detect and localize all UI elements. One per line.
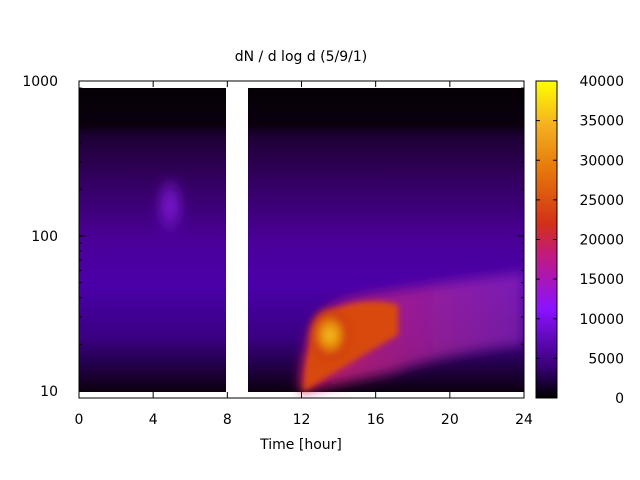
y-axis: 10 100 1000 bbox=[22, 74, 524, 400]
x-axis: 0 4 8 12 16 20 24 bbox=[75, 81, 533, 428]
colorbar-axis: 0 5000 10000 15000 20000 25000 30000 35000 40000 bbox=[536, 74, 624, 407]
heatmap-area bbox=[79, 81, 524, 398]
y-tick-label: 100 bbox=[31, 229, 58, 245]
colorbar-tick-label: 5000 bbox=[588, 351, 624, 367]
colorbar-tick-label: 30000 bbox=[579, 153, 624, 169]
colorbar-tick-label: 10000 bbox=[579, 312, 624, 328]
x-tick-label: 8 bbox=[223, 412, 232, 428]
colorbar-tick-label: 25000 bbox=[579, 193, 624, 209]
large-particle-blob bbox=[156, 173, 184, 237]
peak-hotspot bbox=[306, 305, 354, 365]
x-tick-label: 20 bbox=[441, 412, 459, 428]
colorbar-tick-label: 40000 bbox=[579, 74, 624, 90]
x-tick-label: 12 bbox=[293, 412, 311, 428]
y-tick-label: 1000 bbox=[22, 74, 58, 90]
x-tick-label: 4 bbox=[149, 412, 158, 428]
colorbar-tick-label: 15000 bbox=[579, 272, 624, 288]
y-tick-label: 10 bbox=[40, 384, 58, 400]
x-tick-label: 24 bbox=[515, 412, 533, 428]
x-tick-label: 16 bbox=[367, 412, 385, 428]
colorbar-tick-label: 35000 bbox=[579, 114, 624, 130]
colorbar-tick-label: 0 bbox=[615, 391, 624, 407]
x-axis-label: Time [hour] bbox=[259, 437, 342, 453]
chart-title: dN / d log d (5/9/1) bbox=[235, 49, 368, 65]
growth-band bbox=[300, 272, 524, 392]
x-tick-label: 0 bbox=[75, 412, 84, 428]
data-gap bbox=[226, 81, 248, 398]
colorbar-tick-label: 20000 bbox=[579, 233, 624, 249]
